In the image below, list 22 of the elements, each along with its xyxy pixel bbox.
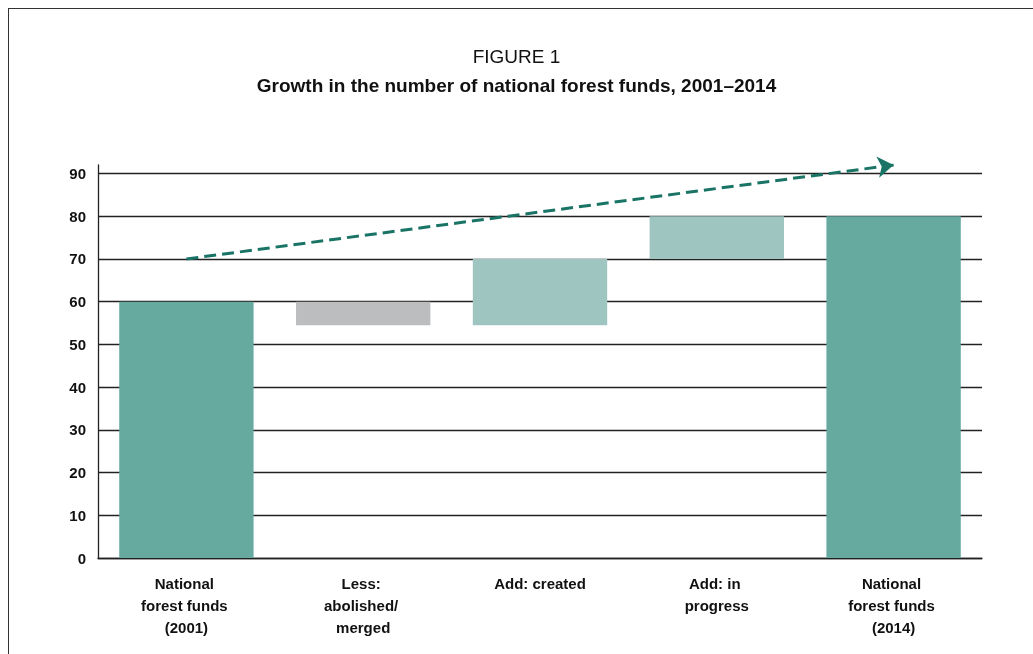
x-tick-label: Less: abolished/ merged [324,574,403,636]
y-tick-label: 50 [69,335,86,353]
y-tick-label: 60 [69,293,86,311]
x-tick-label: National forest funds (2014) [848,574,940,636]
bar [472,258,608,326]
bar [826,216,961,558]
chart-title: FIGURE 1 [472,46,561,67]
chart-subtitle: Growth in the number of national forest funds, 2001–2014 [256,75,777,96]
y-tick-label: 80 [69,207,86,225]
bar [649,216,784,259]
bar [296,301,431,326]
y-tick-label: 0 [77,549,86,567]
y-tick-label: 40 [69,378,86,396]
y-tick-label: 30 [69,421,86,439]
x-tick-label: National forest funds (2001) [140,574,232,636]
y-tick-label: 90 [69,165,86,183]
x-tick-label: Add: created [494,574,586,592]
y-tick-label: 10 [69,506,86,524]
y-tick-label: 70 [69,250,86,268]
y-tick-label: 20 [69,464,86,482]
bar [119,301,254,558]
x-tick-label: Add: in progress [684,574,749,614]
